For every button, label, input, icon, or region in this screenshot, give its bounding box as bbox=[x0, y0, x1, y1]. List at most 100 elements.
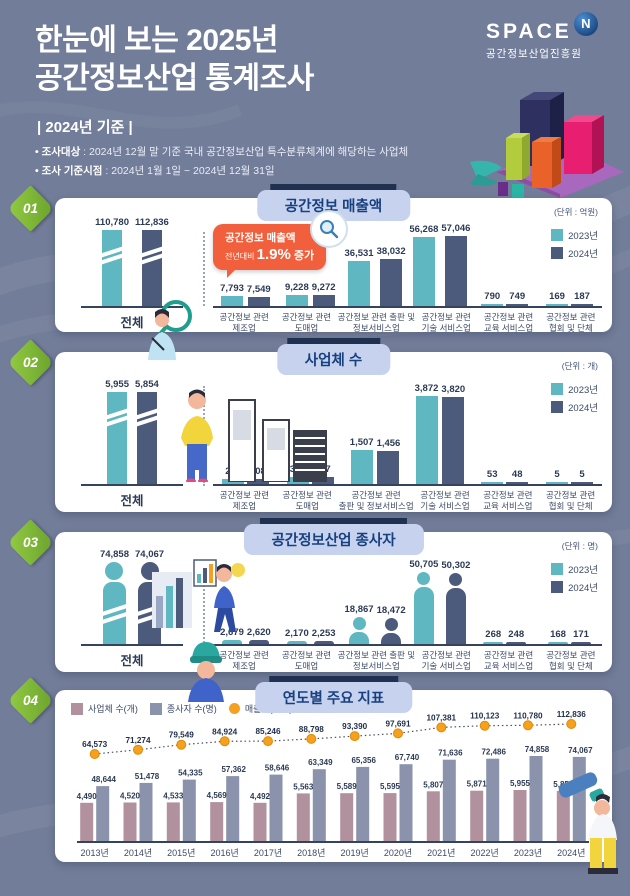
year-label: 2023년 bbox=[514, 848, 542, 858]
year-label: 2017년 bbox=[254, 848, 282, 858]
revenue-value: 93,390 bbox=[342, 722, 367, 731]
revenue-point bbox=[349, 731, 360, 742]
bar-2024 bbox=[571, 482, 594, 484]
workers-bar bbox=[312, 769, 326, 842]
revenue-point bbox=[436, 722, 447, 733]
business-bar bbox=[296, 793, 310, 842]
page-subtitle: | 2024년 기준 | bbox=[37, 119, 133, 136]
category-group: 53 48 bbox=[472, 380, 537, 484]
section-badge-02: 02 bbox=[7, 339, 54, 386]
total-label: 전체 bbox=[120, 316, 144, 330]
bar-2023 bbox=[221, 479, 244, 484]
workers-value: 74,858 bbox=[525, 745, 550, 754]
workers-value: 57,362 bbox=[221, 765, 246, 774]
legend-2023: 2023년 bbox=[551, 562, 598, 576]
workers-value: 67,740 bbox=[395, 753, 420, 762]
section-yearly-card: 연도별 주요 지표 사업체 수(개) 종사자 수(명) 매출액(억원) 4,49… bbox=[55, 676, 612, 862]
business-value: 4,492 bbox=[250, 792, 271, 801]
bar-2024 bbox=[442, 397, 465, 484]
bar-2024 bbox=[380, 259, 403, 306]
business-value: 4,533 bbox=[163, 791, 184, 800]
business-bar bbox=[166, 802, 180, 842]
workers-value: 58,646 bbox=[265, 764, 290, 773]
category-group: 36,531 38,032 bbox=[343, 222, 408, 306]
bar-2023 bbox=[221, 296, 244, 306]
business-bar bbox=[80, 802, 94, 842]
bar-2024 bbox=[311, 476, 334, 484]
unit-label: (단위 : 명) bbox=[561, 541, 598, 551]
business-value: 4,569 bbox=[207, 791, 228, 800]
value-label: 1,456 bbox=[376, 437, 401, 449]
legend-2023: 2023년 bbox=[551, 382, 598, 396]
category-group: 7,793 7,549 bbox=[213, 222, 278, 306]
logo-brand-text: SPACE bbox=[486, 20, 572, 43]
value-label: 2,253 bbox=[311, 627, 336, 639]
survey-period-note: • 조사 기준시점 : 2024년 1월 1일 ~ 2024년 12월 31일 bbox=[35, 165, 275, 178]
total-bar-2023 bbox=[107, 392, 128, 484]
legend-2024-swatch bbox=[551, 401, 564, 413]
value-label: 1,507 bbox=[349, 436, 374, 448]
bar-2024 bbox=[313, 640, 334, 644]
business-bar bbox=[253, 802, 267, 842]
category-group: 3,872 3,820 bbox=[407, 380, 472, 484]
total-group: 74,858 74,067 전체 bbox=[67, 548, 197, 669]
legend-2024-swatch bbox=[551, 247, 564, 259]
category-label: 공간정보 관련 교육 서비스업 bbox=[483, 490, 533, 512]
bar-2023 bbox=[415, 396, 438, 484]
revenue-value: 97,691 bbox=[385, 719, 410, 728]
value-label: 2,679 bbox=[220, 627, 244, 639]
business-value: 4,490 bbox=[77, 792, 98, 801]
revenue-point bbox=[176, 739, 187, 750]
value-label: 268 bbox=[485, 628, 502, 640]
value-label: 187 bbox=[574, 290, 590, 302]
value-label: 56,268 bbox=[409, 223, 439, 235]
business-bar bbox=[513, 790, 527, 842]
legend-businesses-swatch bbox=[71, 702, 83, 715]
value-label: 169 bbox=[549, 290, 565, 302]
category-group: 56,268 57,046 bbox=[407, 222, 472, 306]
total-bar-2023 bbox=[102, 582, 126, 644]
workers-bar bbox=[269, 774, 283, 842]
revenue-value: 64,573 bbox=[82, 740, 107, 749]
section-workers-header: 공간정보산업 종사자 bbox=[243, 518, 424, 555]
total-value-label: 5,955 bbox=[105, 379, 129, 390]
axis-line bbox=[213, 484, 602, 486]
year-label: 2018년 bbox=[297, 848, 325, 858]
legend-2023: 2023년 bbox=[551, 228, 598, 242]
category-group: 790 749 bbox=[472, 222, 537, 306]
category-labels: 공간정보 관련 제조업 공간정보 관련 도매업 공간정보 관련 출판 및 정보서비스업 공간… bbox=[213, 308, 602, 334]
person-head bbox=[105, 562, 124, 580]
year-label: 2022년 bbox=[471, 848, 499, 858]
section-workers-title: 공간정보산업 종사자 bbox=[243, 524, 424, 555]
category-chart: 211 208 307 317 1,507 1,456 3,872 3,820 53 48 5 5 공… bbox=[213, 380, 602, 512]
category-label: 공간정보 관련 협회 및 단체 bbox=[545, 490, 596, 512]
business-value: 5,589 bbox=[337, 782, 358, 791]
category-group: 18,867 18,472 bbox=[343, 558, 408, 644]
year-legend: 2023년 2024년 bbox=[551, 382, 598, 414]
section-yearly-header: 연도별 주요 지표 bbox=[254, 676, 413, 713]
total-bars: 5,955 5,854 bbox=[67, 376, 197, 484]
logo-org-text: 공간정보산업진흥원 bbox=[486, 48, 582, 60]
revenue-point bbox=[566, 719, 577, 729]
section-revenue-card: 공간정보 매출액 (단위 : 억원) 2023년 2024년 공간정보 매출액 … bbox=[55, 184, 612, 334]
section-badge-04: 04 bbox=[7, 677, 54, 724]
workers-value: 63,349 bbox=[308, 758, 333, 767]
category-label: 공간정보 관련 도매업 bbox=[281, 312, 332, 334]
revenue-value: 110,123 bbox=[470, 712, 500, 721]
value-label: 36,531 bbox=[344, 248, 374, 260]
bar-2023 bbox=[546, 303, 569, 306]
year-label: 2016년 bbox=[211, 848, 239, 858]
legend-workers-swatch bbox=[149, 702, 162, 715]
category-group: 2,679 2,620 bbox=[213, 558, 278, 644]
category-chart: 2,679 2,620 2,170 2,253 18,867 18,472 50,705 50… bbox=[213, 558, 602, 672]
person-head bbox=[449, 572, 463, 586]
value-label: 3,872 bbox=[414, 383, 439, 394]
workers-bar bbox=[399, 764, 413, 842]
total-bar-2024 bbox=[141, 230, 162, 306]
category-bars: 7,793 7,549 9,228 9,272 36,531 38,032 56,268 57… bbox=[213, 222, 602, 306]
category-label: 공간정보 관련 교육 서비스업 bbox=[483, 650, 534, 672]
value-label: 38,032 bbox=[376, 246, 406, 258]
page-title-line1: 한눈에 보는 2025년 bbox=[35, 24, 279, 57]
dotted-divider bbox=[203, 566, 205, 646]
value-label: 9,272 bbox=[311, 281, 336, 293]
